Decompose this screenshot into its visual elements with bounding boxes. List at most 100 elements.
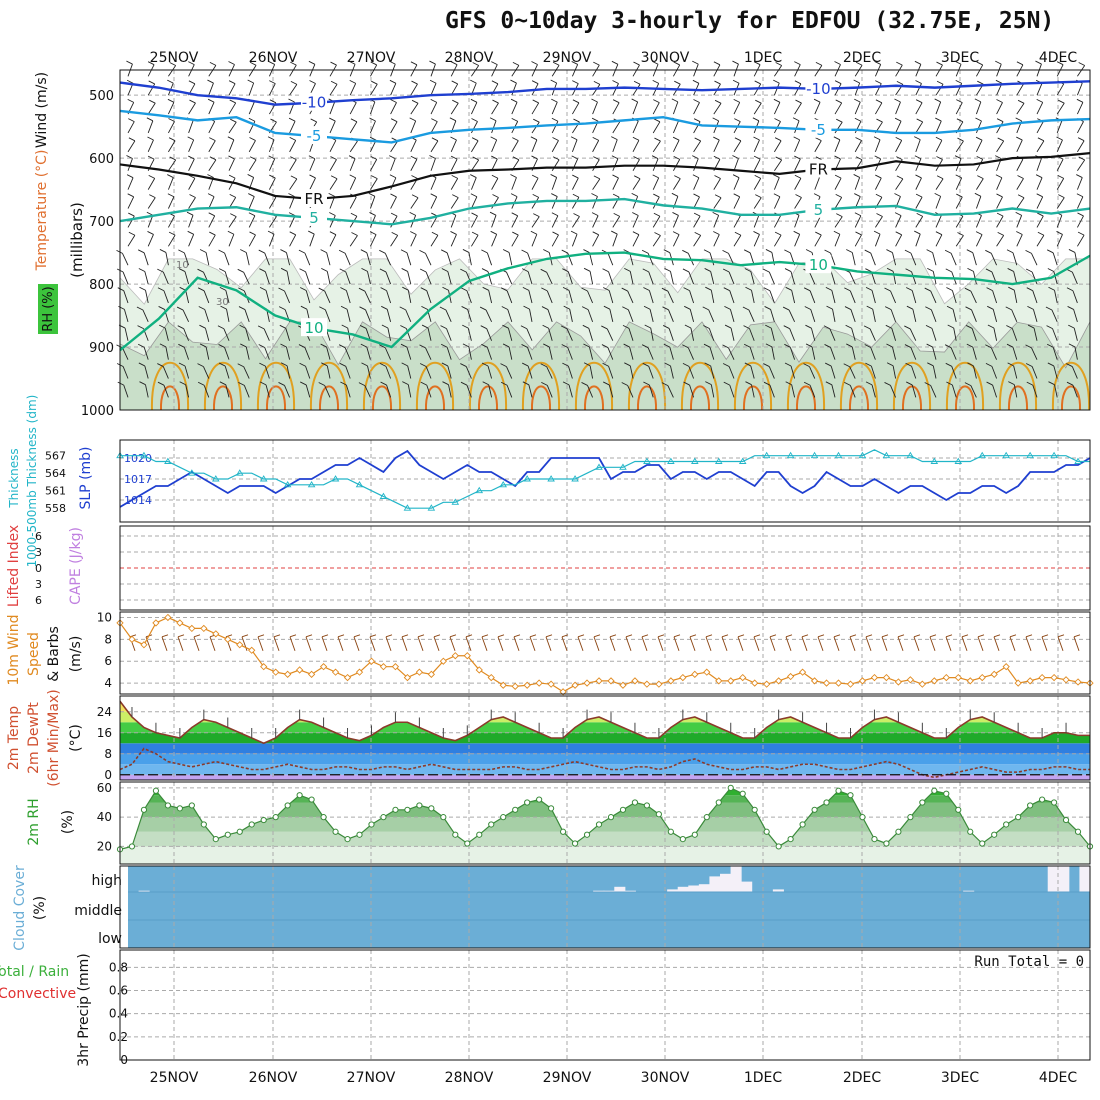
wind-barb (1071, 366, 1078, 379)
wind-barb-flag (874, 61, 881, 65)
rh-marker (619, 806, 627, 813)
wind-barb (667, 290, 674, 304)
wind-barb (612, 102, 620, 115)
wind-barb (329, 120, 336, 134)
wind-barb (450, 139, 457, 153)
wind-barb-flag (1006, 343, 1014, 348)
wind-barb (976, 159, 984, 171)
surface-wind-barb-flag (641, 634, 649, 638)
rh-marker (859, 814, 866, 821)
wind-barb-flag (611, 136, 618, 141)
surface-wind-barb (1057, 636, 1064, 651)
wind-speed-marker (343, 673, 352, 682)
wind-barb (1073, 309, 1078, 322)
wind-barb (491, 234, 498, 247)
isotherm-label-bg (805, 78, 832, 97)
isotherm-label: 5 (814, 201, 824, 219)
wind-barb-flag (844, 381, 851, 386)
thickness-marker (810, 451, 819, 459)
wind-barb (188, 158, 195, 171)
wind-barb (390, 83, 397, 96)
wind-barb (1076, 102, 1084, 115)
wind-barb-flag (126, 174, 134, 179)
wind-barb (487, 365, 493, 379)
precip-panel-frame (119, 949, 1091, 1061)
wind-barb (794, 120, 800, 134)
wind-barb (1012, 252, 1018, 266)
surface-wind-barb-flag (721, 634, 729, 638)
wind-barb (386, 290, 392, 304)
surface-wind-barb-flag (289, 634, 297, 638)
cloud-gap (688, 885, 700, 892)
wind-barb-flag (199, 343, 207, 348)
wind-barb (268, 177, 276, 190)
wind-speed-marker (511, 682, 519, 690)
wind-barb-flag (187, 136, 194, 141)
wind-barb (710, 365, 715, 379)
wind-barb (875, 216, 883, 228)
wind-barb-flag (664, 268, 671, 272)
wind-barb (268, 233, 275, 247)
surface-wind-barb (705, 636, 712, 651)
wind-barb-flag (833, 136, 841, 141)
wind-barb (935, 84, 944, 96)
wind-barb (895, 234, 903, 247)
temp-axis-label-3: (6hr Min/Max) (46, 689, 62, 786)
wind-barb (1036, 121, 1044, 134)
wind-barb (830, 271, 836, 285)
wind-barb-flag (744, 268, 752, 272)
wind-barb (794, 102, 802, 115)
thickness-marker (164, 457, 172, 464)
wind-barb-flag (692, 79, 700, 84)
wind-barb-flag (1027, 305, 1034, 310)
wind-barb-flag (379, 249, 386, 254)
wind-barb (349, 158, 356, 171)
wind-barb (629, 346, 634, 360)
wind-barb (892, 346, 897, 360)
pressure-tick-label: 900 (89, 341, 114, 356)
wind-barb-flag (815, 156, 823, 161)
wind-barb-flag (218, 362, 226, 367)
wind-barb-flag (773, 98, 781, 103)
wind-barb (733, 102, 741, 115)
wind-barb-flag (310, 118, 317, 123)
wind-barb-flag (1017, 175, 1024, 179)
wind-barb (188, 197, 196, 209)
thickness-marker (259, 475, 268, 482)
wind-barb (289, 84, 298, 96)
wind-barb (608, 366, 614, 379)
wind-barb-flag (288, 193, 295, 197)
run-total-label: Run Total = 0 (974, 954, 1084, 970)
wind-barb (890, 290, 897, 304)
thickness-axis-word: Thickness (7, 448, 21, 508)
wind-barb-flag (128, 212, 135, 217)
wind-barb (834, 216, 843, 228)
wind-barb-flag (440, 249, 448, 254)
wind-barb-flag (500, 381, 508, 386)
wind-barb-flag (177, 325, 184, 330)
wind-barb-flag (654, 137, 661, 142)
wind-barb-flag (358, 287, 366, 292)
wind-barb-flag (359, 325, 367, 329)
surface-wind-barb-flag (609, 634, 617, 638)
thickness-marker (786, 451, 795, 459)
wind-barb (349, 83, 357, 96)
wind-barb-flag (189, 194, 196, 198)
temp-band (120, 722, 1090, 733)
surface-wind-barb-flag (241, 634, 249, 638)
isotherm-label: -10 (302, 94, 327, 112)
precip-total-label: Total / Rain (0, 964, 69, 980)
wind-barb (488, 384, 493, 398)
wind-barb-flag (612, 174, 619, 179)
wind-barb (305, 366, 311, 379)
cloud-gap (963, 890, 975, 892)
wind-barb-flag (279, 324, 287, 329)
wind-barb (849, 290, 856, 304)
surface-wind-barb (737, 636, 744, 651)
wind-barb (511, 102, 518, 115)
wind-barb-flag (805, 249, 813, 253)
wind-barb (587, 385, 594, 398)
wind-barb-flag (321, 267, 328, 272)
wind-barb (652, 121, 661, 134)
wind-barb (1056, 64, 1064, 77)
